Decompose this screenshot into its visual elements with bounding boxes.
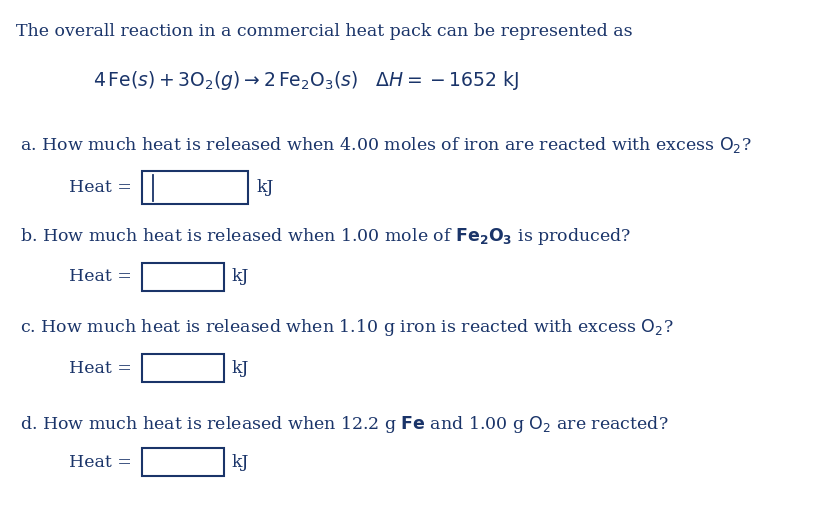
Text: $\rm 4\,Fe(\mathit{s}) + 3O_2(\mathit{g}) \rightarrow 2\,Fe_2O_3(\mathit{s})$$\q: $\rm 4\,Fe(\mathit{s}) + 3O_2(\mathit{g}… xyxy=(93,69,520,91)
Bar xyxy=(142,449,224,477)
Text: d. How much heat is released when 12.2 g $\bf Fe$ and 1.00 g $\rm O_2$ are react: d. How much heat is released when 12.2 g… xyxy=(20,414,669,435)
Bar xyxy=(142,355,224,382)
Text: kJ: kJ xyxy=(232,454,249,471)
Text: a. How much heat is released when 4.00 moles of iron are reacted with excess $\r: a. How much heat is released when 4.00 m… xyxy=(20,135,752,154)
Text: The overall reaction in a commercial heat pack can be represented as: The overall reaction in a commercial hea… xyxy=(16,23,633,40)
Text: kJ: kJ xyxy=(232,360,249,377)
Bar xyxy=(142,171,248,204)
Text: Heat =: Heat = xyxy=(69,268,132,285)
Text: Heat =: Heat = xyxy=(69,179,132,197)
Text: kJ: kJ xyxy=(232,268,249,285)
Text: Heat =: Heat = xyxy=(69,454,132,471)
Text: b. How much heat is released when 1.00 mole of $\bf Fe_2O_3$ is produced?: b. How much heat is released when 1.00 m… xyxy=(20,226,632,247)
Text: kJ: kJ xyxy=(256,179,273,197)
Text: c. How much heat is released when 1.10 g iron is reacted with excess $\rm O_2$?: c. How much heat is released when 1.10 g… xyxy=(20,318,674,338)
Bar xyxy=(142,263,224,291)
Text: Heat =: Heat = xyxy=(69,360,132,377)
